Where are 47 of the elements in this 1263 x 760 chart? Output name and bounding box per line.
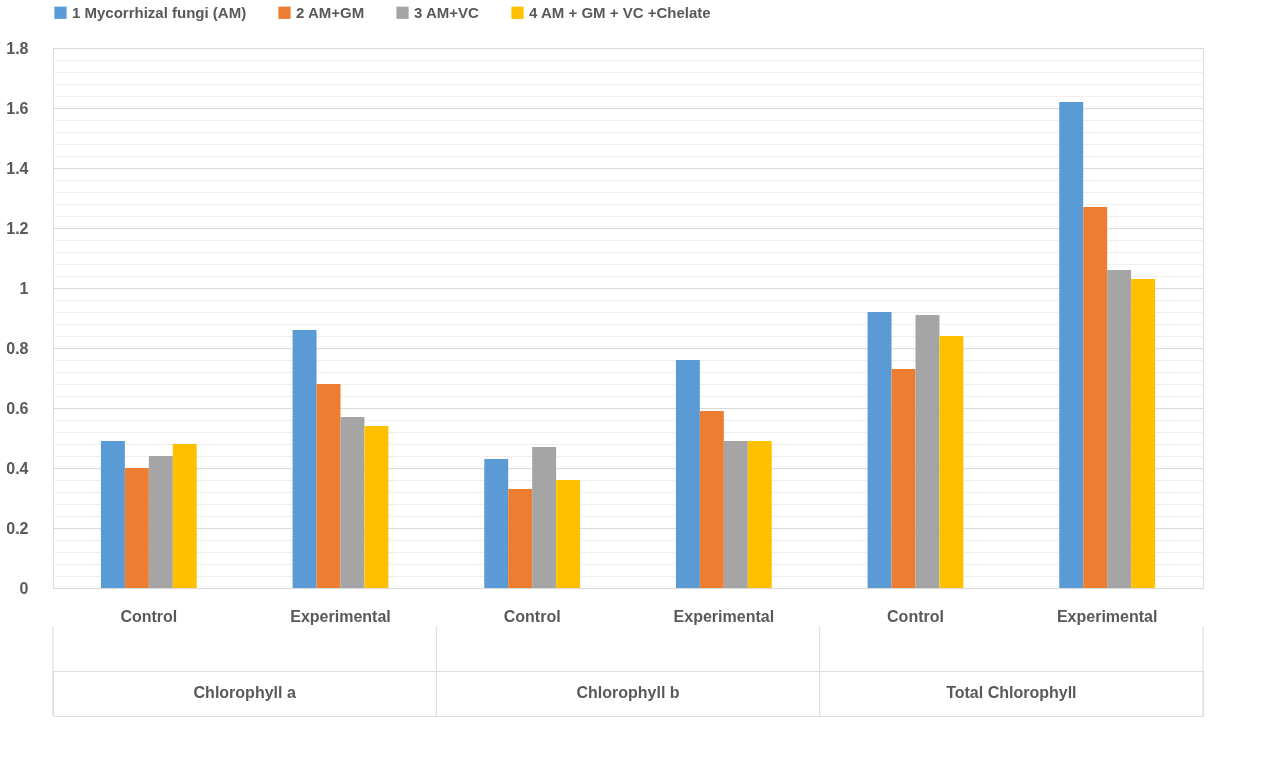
legend-label: 2 AM+GM	[296, 3, 365, 21]
bar	[484, 459, 509, 588]
bar	[723, 441, 748, 588]
bar	[891, 369, 916, 588]
text: Chlorophyll b	[576, 684, 680, 701]
y-tick-label: 0.4	[6, 459, 29, 477]
bar	[292, 330, 317, 588]
bar	[1131, 279, 1156, 588]
text: Total Chlorophyll	[946, 684, 1077, 701]
bar	[124, 468, 149, 588]
x-tick-label: Experimental	[1056, 607, 1158, 625]
bar	[508, 489, 533, 588]
bar	[699, 411, 724, 588]
x-tick-label: Control	[503, 607, 561, 625]
x-tick-label: Experimental	[290, 607, 391, 625]
y-tick-label: 1.2	[6, 219, 29, 237]
y-tick-label: 1.4	[6, 159, 29, 177]
bar	[1083, 207, 1108, 588]
bar	[100, 441, 125, 588]
legend-label: 1 Mycorrhizal fungi (AM)	[72, 3, 247, 21]
bar	[148, 456, 173, 588]
bar	[172, 444, 197, 588]
legend-label: 4 AM + GM + VC +Chelate	[529, 3, 711, 21]
bar	[1107, 270, 1132, 588]
bar	[316, 384, 341, 588]
y-tick-label: 0.8	[6, 339, 29, 357]
legend-label: 3 AM+VC	[414, 3, 480, 21]
bar	[364, 426, 389, 588]
bar	[556, 480, 581, 588]
y-tick-label: 1.6	[6, 99, 29, 117]
y-tick-label: 0	[19, 579, 29, 597]
x-tick-label: Control	[120, 607, 178, 625]
bar	[747, 441, 772, 588]
x-tick-label: Control	[887, 607, 944, 625]
y-tick-label: 1.8	[6, 39, 29, 57]
bar	[939, 336, 964, 588]
bar	[915, 315, 940, 588]
y-tick-label: 1	[19, 279, 29, 297]
bar	[340, 417, 365, 588]
bar	[1059, 102, 1084, 588]
bar	[675, 360, 700, 588]
text: Chlorophyll a	[193, 684, 296, 701]
bar	[532, 447, 557, 588]
y-tick-label: 0.6	[6, 399, 29, 417]
x-tick-label: Experimental	[673, 607, 775, 625]
bar	[867, 312, 892, 588]
y-tick-label: 0.2	[6, 519, 29, 537]
